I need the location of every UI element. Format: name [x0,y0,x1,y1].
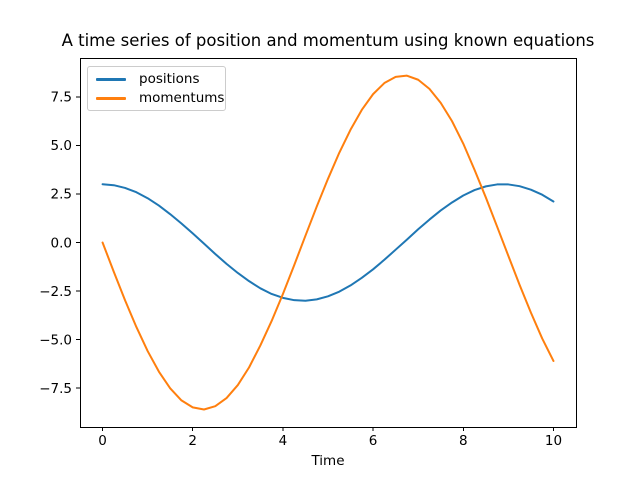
x-tick-label: 8 [459,433,468,449]
x-tick-label: 10 [545,433,562,449]
x-axis-label: Time [310,453,344,469]
chart-title: A time series of position and momentum u… [62,31,595,50]
legend: positions momentums [87,66,226,111]
positions-line [101,183,555,302]
legend-entry-positions: positions [96,70,217,89]
data-lines-layer [101,74,555,411]
x-tick-label: 6 [369,433,378,449]
axes-spines [80,58,577,428]
y-tick-label: 5.0 [51,138,72,154]
y-tick-label: 0.0 [51,235,72,251]
y-tick-label: 7.5 [51,90,72,106]
y-tick-label: −7.5 [39,381,72,397]
y-tick-label: −2.5 [39,284,72,300]
x-tick-label: 4 [279,433,288,449]
legend-label-positions: positions [139,70,200,87]
momentums-line-swatch [96,96,126,100]
ticks-layer: 0 2 4 6 8 10 7.5 5.0 2.5 0.0 −2.5 −5.0 −7.5 [39,90,562,449]
momentums-line [101,74,555,411]
positions-line-swatch [96,77,126,81]
y-tick-label: −5.0 [39,332,72,348]
x-tick-label: 2 [188,433,197,449]
legend-label-momentums: momentums [139,89,225,106]
y-tick-label: 2.5 [51,187,72,203]
x-tick-label: 0 [98,433,107,449]
legend-entry-momentums: momentums [96,89,224,108]
